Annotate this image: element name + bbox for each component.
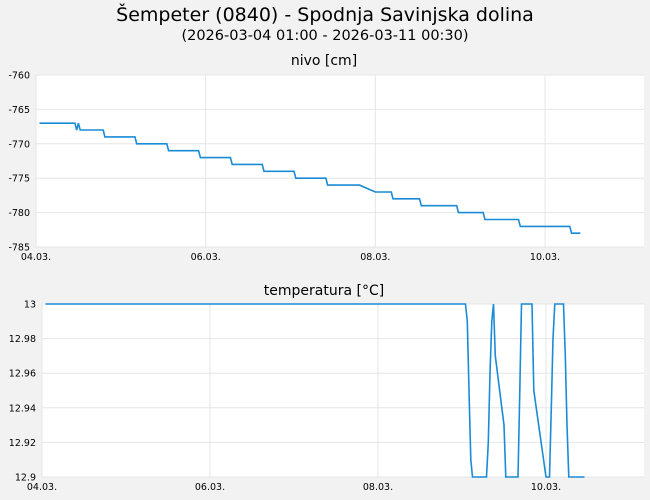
series-line <box>39 122 581 234</box>
plot-area <box>36 75 644 247</box>
y-tick-label: 12.9 <box>15 473 36 484</box>
x-tick-label: 08.03. <box>363 482 393 493</box>
y-tick-label: 13 <box>24 300 36 311</box>
y-tick-label: -785 <box>8 243 30 254</box>
y-tick-label: -760 <box>8 71 30 82</box>
y-tick-label: 12.94 <box>9 403 36 414</box>
y-tick-label: 12.96 <box>9 369 36 380</box>
x-tick-label: 10.03. <box>531 482 561 493</box>
y-tick-label: -765 <box>8 105 30 116</box>
series-line <box>45 303 585 478</box>
plot-area <box>42 304 644 477</box>
x-tick-label: 04.03. <box>21 252 51 263</box>
chart-title: Šempeter (0840) - Spodnja Savinjska doli… <box>116 2 534 26</box>
chart-subtitle: (2026-03-04 01:00 - 2026-03-11 00:30) <box>181 28 468 44</box>
panel-title-temperatura: temperatura [°C] <box>264 283 384 299</box>
x-tick-label: 08.03. <box>360 252 390 263</box>
panel-title-nivo: nivo [cm] <box>291 53 357 69</box>
y-tick-label: -775 <box>8 174 30 185</box>
panel-temperatura: temperatura [°C] 04.03. 06.03. 08.03. 10.03… <box>9 283 644 493</box>
x-tick-label: 06.03. <box>195 482 225 493</box>
x-tick-label: 06.03. <box>191 252 221 263</box>
x-tick-label: 04.03. <box>27 482 57 493</box>
panel-nivo: nivo [cm] 04.03. 06.03. 08.03. 10.03. -760 -7… <box>8 53 644 263</box>
x-tick-label: 10.03. <box>530 252 560 263</box>
y-tick-label: -770 <box>8 139 30 150</box>
y-tick-label: 12.98 <box>9 334 36 345</box>
y-tick-label: -780 <box>8 208 30 219</box>
y-tick-label: 12.92 <box>9 438 36 449</box>
